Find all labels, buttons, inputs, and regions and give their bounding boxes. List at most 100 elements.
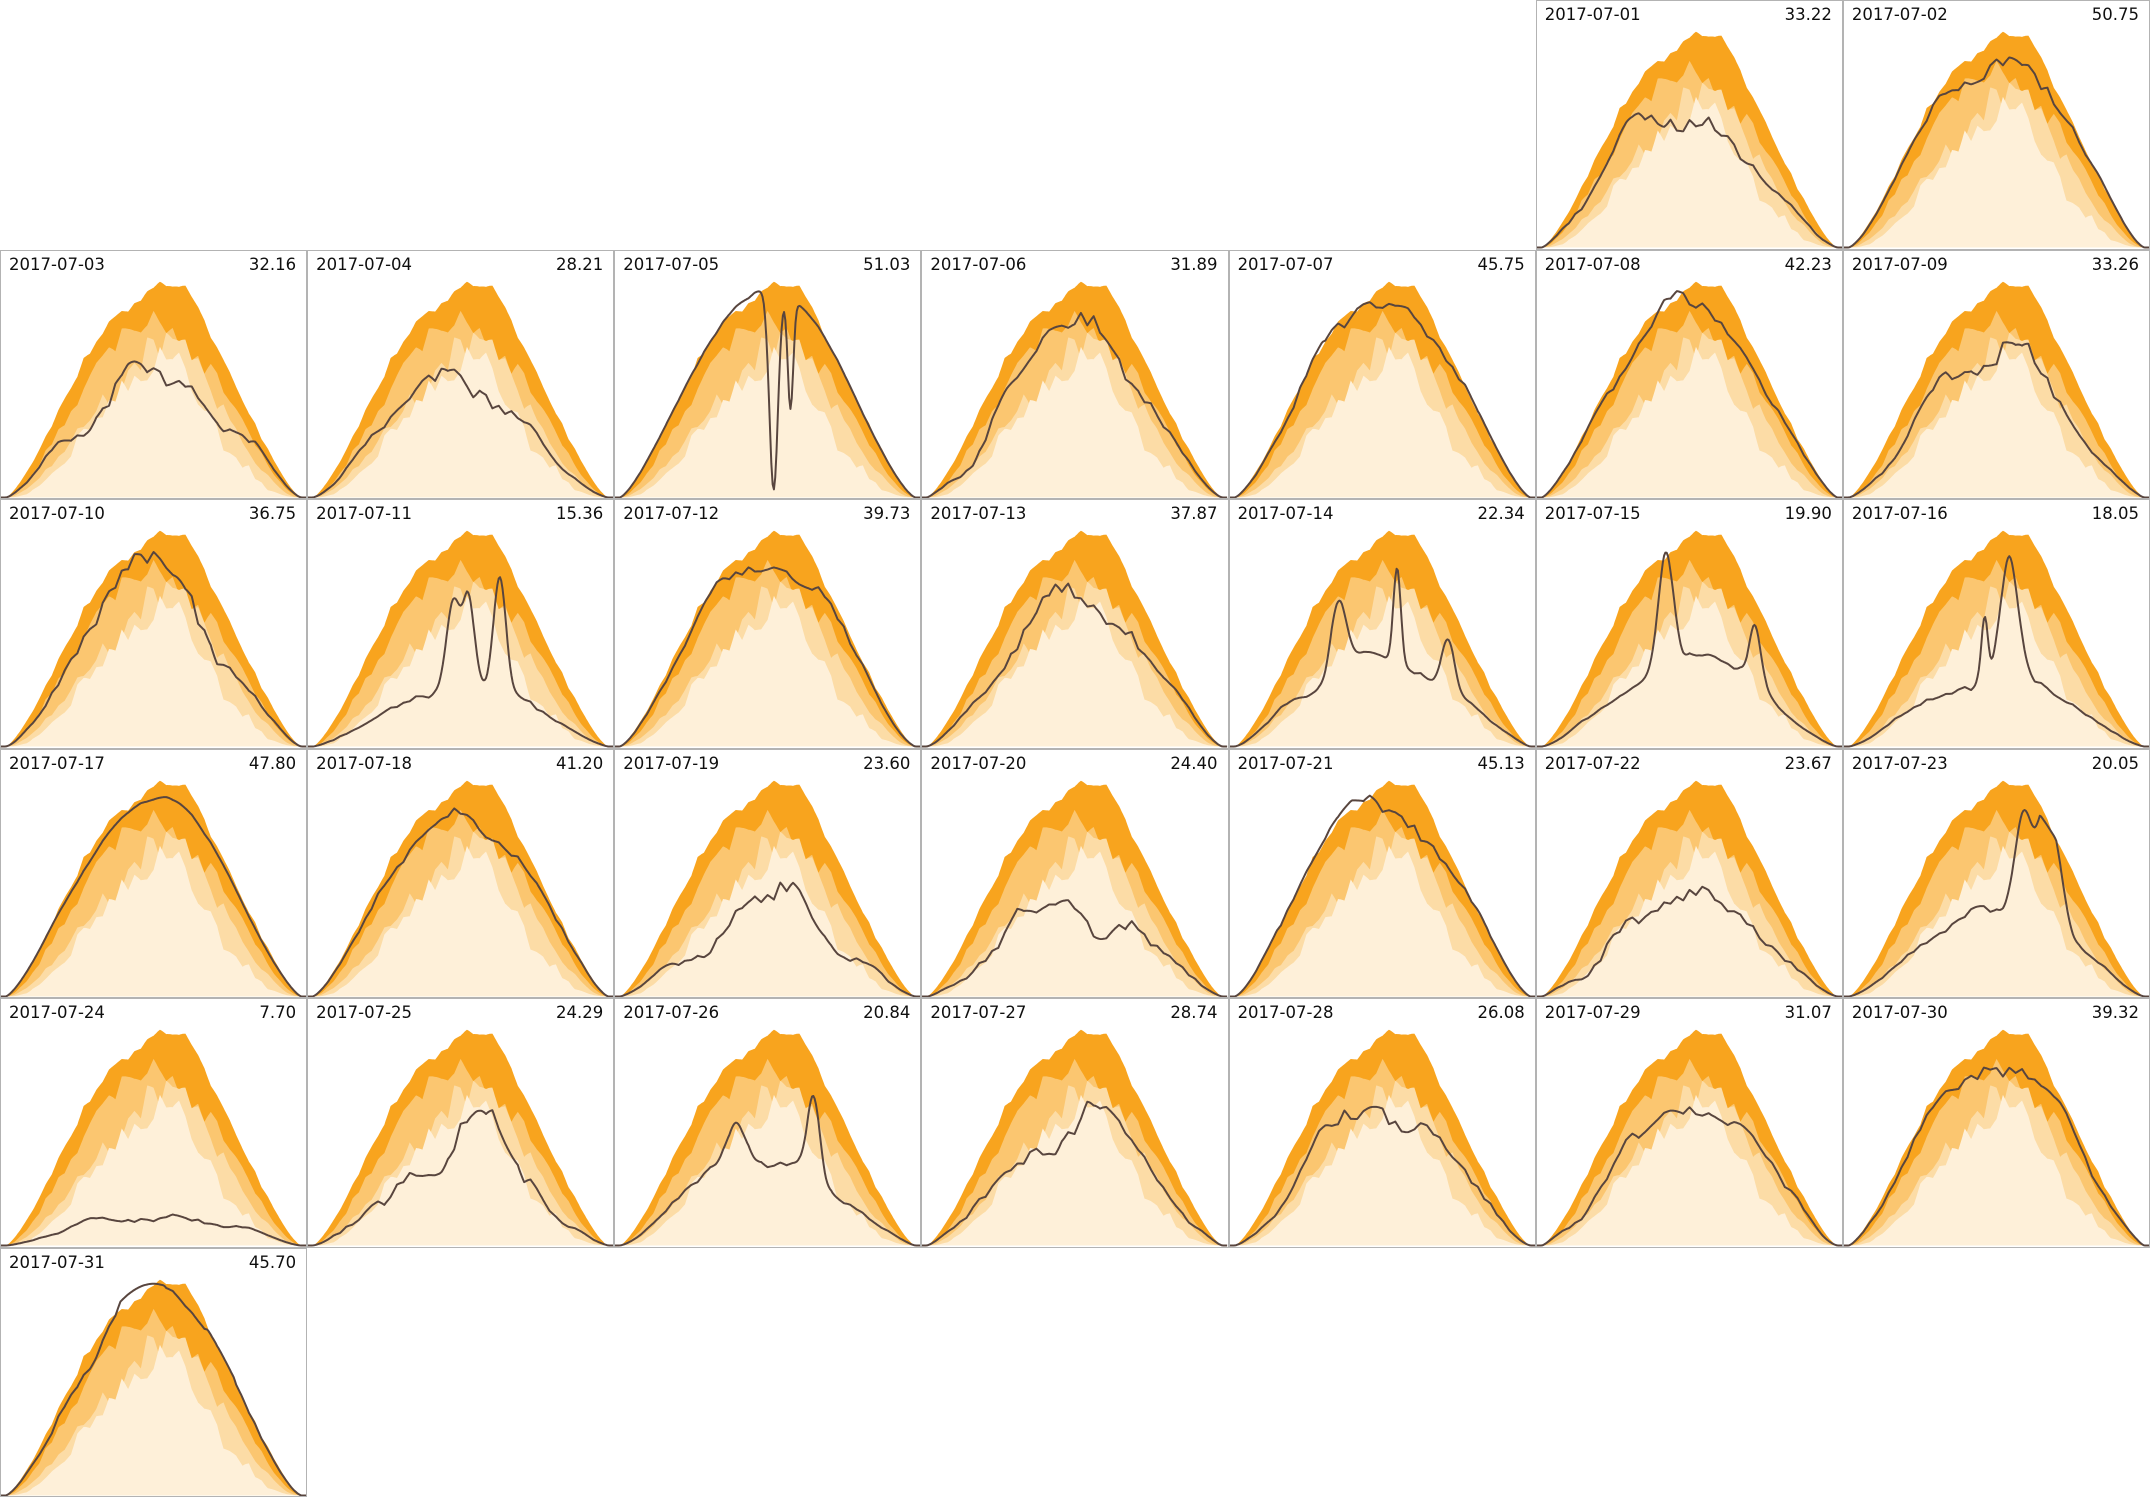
expected-range-inner-band [922, 346, 1228, 498]
day-chart [922, 530, 1228, 748]
day-chart [1, 281, 307, 498]
day-chart [615, 780, 921, 997]
expected-range-inner-band [1229, 346, 1535, 498]
actual-output-line [308, 367, 614, 498]
expected-range-inner-band [308, 346, 614, 498]
actual-output-line [922, 582, 1228, 748]
actual-output-line [1, 550, 307, 748]
day-chart [922, 281, 1228, 498]
day-cell: 2017-07-24 7.70 [0, 998, 308, 1248]
day-chart [1229, 530, 1535, 748]
day-chart [1, 530, 307, 748]
actual-output-line [615, 289, 921, 498]
actual-output-line [1229, 794, 1535, 997]
day-chart [1229, 281, 1535, 498]
expected-range-inner-band [922, 595, 1228, 747]
actual-output-line [1843, 555, 2149, 748]
expected-range-inner-band [1536, 346, 1842, 498]
actual-output-line [615, 566, 921, 748]
expected-range-inner-band [1, 1094, 307, 1246]
day-cell: 2017-07-13 37.87 [921, 499, 1229, 749]
day-chart [922, 780, 1228, 997]
day-cell: 2017-07-31 45.70 [0, 1247, 308, 1497]
day-chart [615, 1029, 921, 1247]
actual-output-line [1843, 340, 2149, 498]
actual-output-line [1536, 885, 1842, 997]
day-cell: 2017-07-12 39.73 [614, 499, 922, 749]
day-cell: 2017-07-21 45.13 [1228, 748, 1536, 998]
actual-output-line [922, 311, 1228, 498]
day-cell: 2017-07-16 18.05 [1842, 499, 2150, 749]
actual-output-line [308, 806, 614, 997]
day-cell: 2017-07-10 36.75 [0, 499, 308, 749]
day-chart [1, 1279, 307, 1496]
expected-range-inner-band [1229, 1094, 1535, 1246]
actual-output-line [922, 1100, 1228, 1247]
day-chart [1536, 780, 1842, 997]
actual-output-line [1229, 300, 1535, 498]
expected-range-inner-band [1843, 96, 2149, 248]
actual-output-line [1536, 551, 1842, 748]
day-cell: 2017-07-07 45.75 [1228, 249, 1536, 499]
day-chart [1843, 281, 2149, 498]
expected-range-inner-band [308, 845, 614, 997]
day-cell: 2017-07-15 19.90 [1535, 499, 1843, 749]
actual-output-line [1843, 808, 2149, 997]
day-cell: 2017-07-20 24.40 [921, 748, 1229, 998]
day-chart [1536, 1029, 1842, 1247]
expected-range-inner-band [1536, 1094, 1842, 1246]
day-cell: 2017-07-04 28.21 [307, 249, 615, 499]
day-cell: 2017-07-29 31.07 [1535, 998, 1843, 1248]
expected-range-inner-band [1, 1344, 307, 1496]
expected-range-inner-band [1536, 595, 1842, 747]
day-cell: 2017-07-30 39.32 [1842, 998, 2150, 1248]
expected-range-inner-band [1536, 96, 1842, 248]
day-chart [1843, 530, 2149, 748]
day-chart [1843, 31, 2149, 249]
day-chart [308, 530, 614, 748]
day-chart [308, 780, 614, 997]
day-cell: 2017-07-01 33.22 [1535, 0, 1843, 250]
day-chart [1229, 1029, 1535, 1247]
expected-range-inner-band [1843, 1094, 2149, 1246]
day-cell: 2017-07-17 47.80 [0, 748, 308, 998]
actual-output-line [1843, 1066, 2149, 1247]
day-cell: 2017-07-26 20.84 [614, 998, 922, 1248]
day-chart [1, 1029, 307, 1247]
expected-range-inner-band [1, 346, 307, 498]
actual-output-line [1536, 112, 1842, 249]
actual-output-line [1843, 56, 2149, 249]
actual-output-line [615, 881, 921, 997]
day-chart [1229, 780, 1535, 997]
day-chart [922, 1029, 1228, 1247]
day-cell: 2017-07-19 23.60 [614, 748, 922, 998]
day-cell: 2017-07-06 31.89 [921, 249, 1229, 499]
expected-range-inner-band [1229, 845, 1535, 997]
day-chart [1536, 31, 1842, 249]
expected-range-inner-band [615, 346, 921, 498]
day-cell: 2017-07-08 42.23 [1535, 249, 1843, 499]
day-chart [1536, 530, 1842, 748]
day-cell: 2017-07-27 28.74 [921, 998, 1229, 1248]
expected-range-inner-band [1843, 346, 2149, 498]
actual-output-line [1229, 1105, 1535, 1247]
day-cell: 2017-07-28 26.08 [1228, 998, 1536, 1248]
day-chart [308, 1029, 614, 1247]
day-chart [1843, 780, 2149, 997]
day-cell: 2017-07-18 41.20 [307, 748, 615, 998]
day-cell: 2017-07-22 23.67 [1535, 748, 1843, 998]
day-chart [1843, 1029, 2149, 1247]
day-cell: 2017-07-25 24.29 [307, 998, 615, 1248]
actual-output-line [922, 898, 1228, 997]
day-cell: 2017-07-11 15.36 [307, 499, 615, 749]
expected-range-inner-band [1229, 595, 1535, 747]
day-cell: 2017-07-14 22.34 [1228, 499, 1536, 749]
day-chart [308, 281, 614, 498]
expected-range-inner-band [1536, 845, 1842, 997]
day-cell: 2017-07-03 32.16 [0, 249, 308, 499]
day-chart [615, 281, 921, 498]
expected-range-inner-band [615, 595, 921, 747]
expected-range-inner-band [922, 1094, 1228, 1246]
